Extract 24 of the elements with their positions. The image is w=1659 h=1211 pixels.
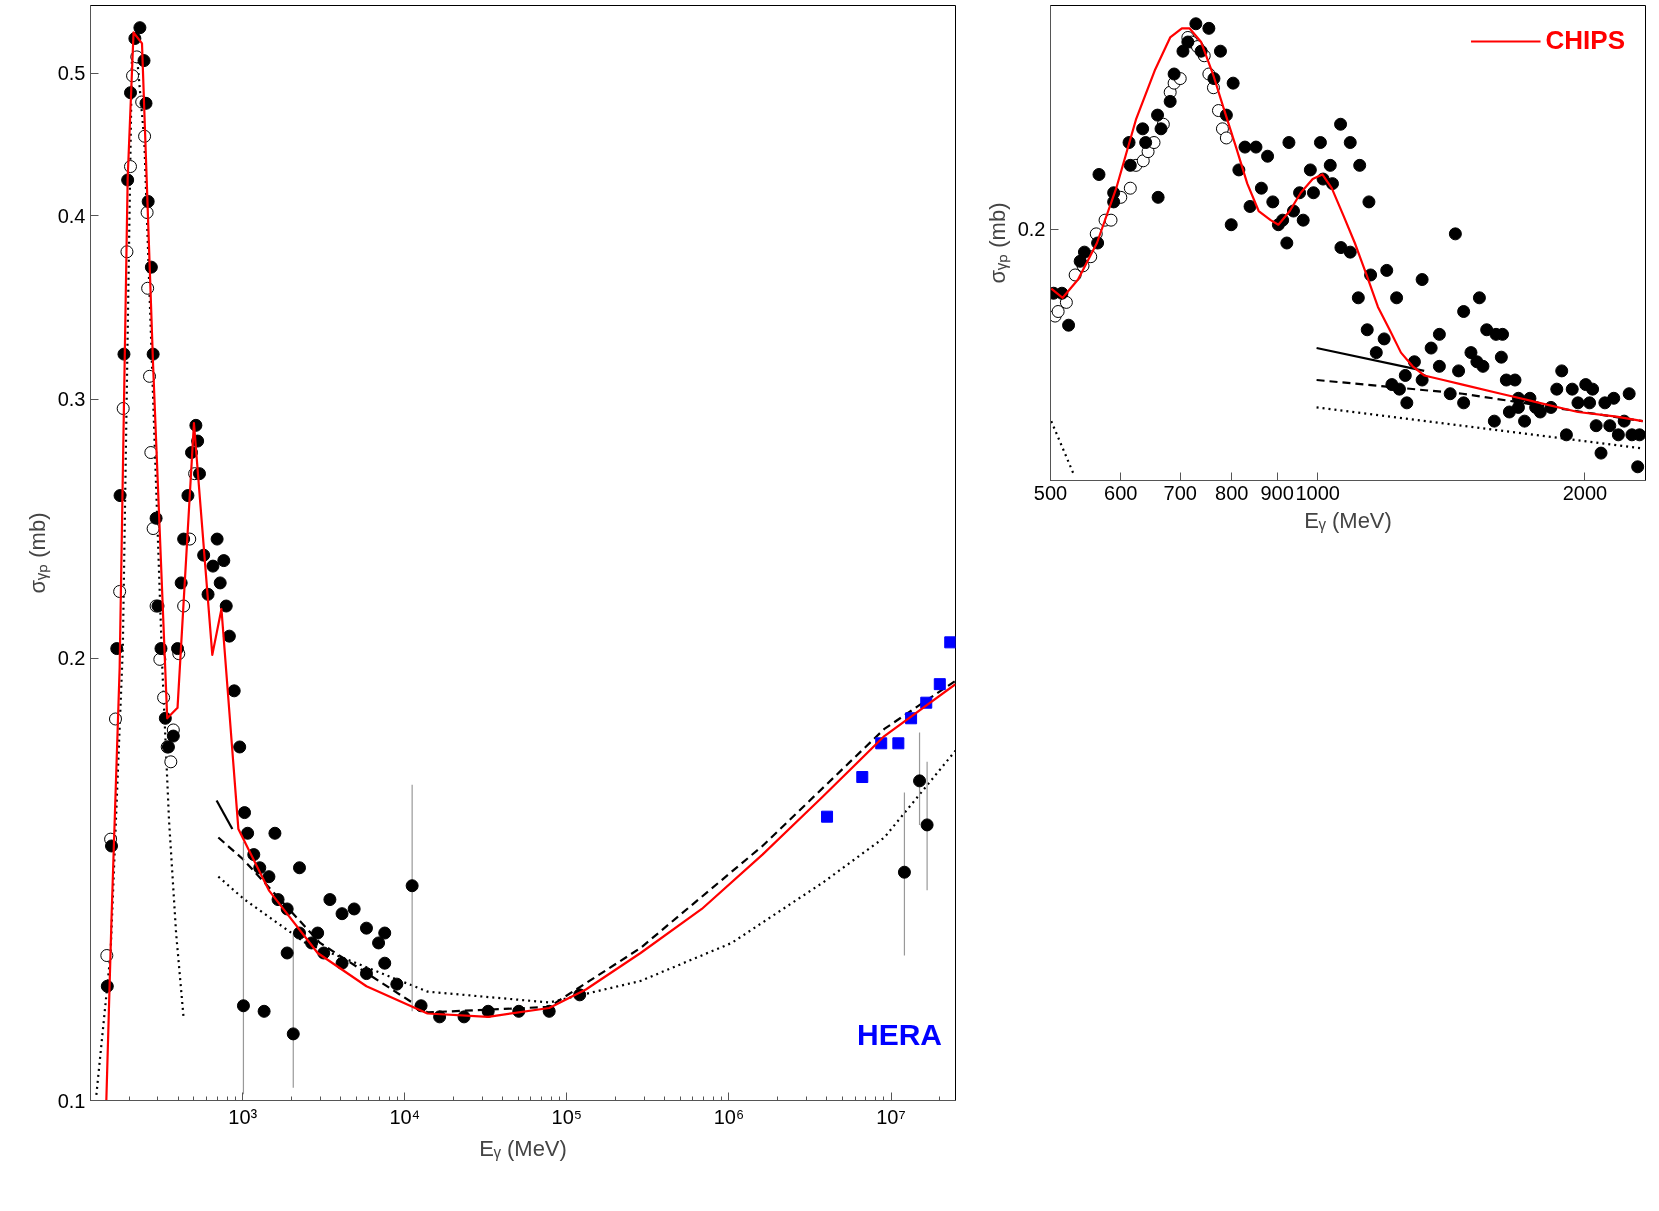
x-axis-title: Eᵧ (MeV) xyxy=(479,1135,567,1161)
y-tick-label: 0.3 xyxy=(57,388,86,411)
x-tick-label: 2000 xyxy=(1562,481,1608,504)
text: HERA xyxy=(857,1017,943,1051)
x-axis-title: Eᵧ (MeV) xyxy=(1304,507,1392,533)
x-tick-label: 1000 xyxy=(1295,481,1340,504)
x-tick-label: 900 xyxy=(1260,481,1294,504)
x-tick-label: 10⁴ xyxy=(389,1105,421,1128)
y-tick-label: 0.5 xyxy=(57,62,86,85)
x-tick-label: 600 xyxy=(1104,481,1138,504)
y-tick-label: 0.2 xyxy=(57,647,86,670)
y-tick-label: 0.1 xyxy=(57,1089,86,1112)
y-axis-title: σᵧₚ (mb) xyxy=(24,512,51,594)
y-tick-label: 0.4 xyxy=(57,204,86,227)
x-tick-label: 700 xyxy=(1163,481,1197,504)
x-tick-label: 10⁷ xyxy=(876,1105,906,1128)
x-tick-label: 10⁶ xyxy=(713,1105,745,1128)
legend-label: CHIPS xyxy=(1545,25,1625,56)
y-axis-title: σᵧₚ (mb) xyxy=(984,202,1011,284)
x-tick-label: 500 xyxy=(1033,481,1068,504)
text: 0.2 xyxy=(1017,218,1046,241)
x-tick-label: 10⁵ xyxy=(551,1105,583,1128)
x-tick-label: 800 xyxy=(1215,481,1249,504)
x-tick-label: 10³ xyxy=(228,1105,258,1128)
